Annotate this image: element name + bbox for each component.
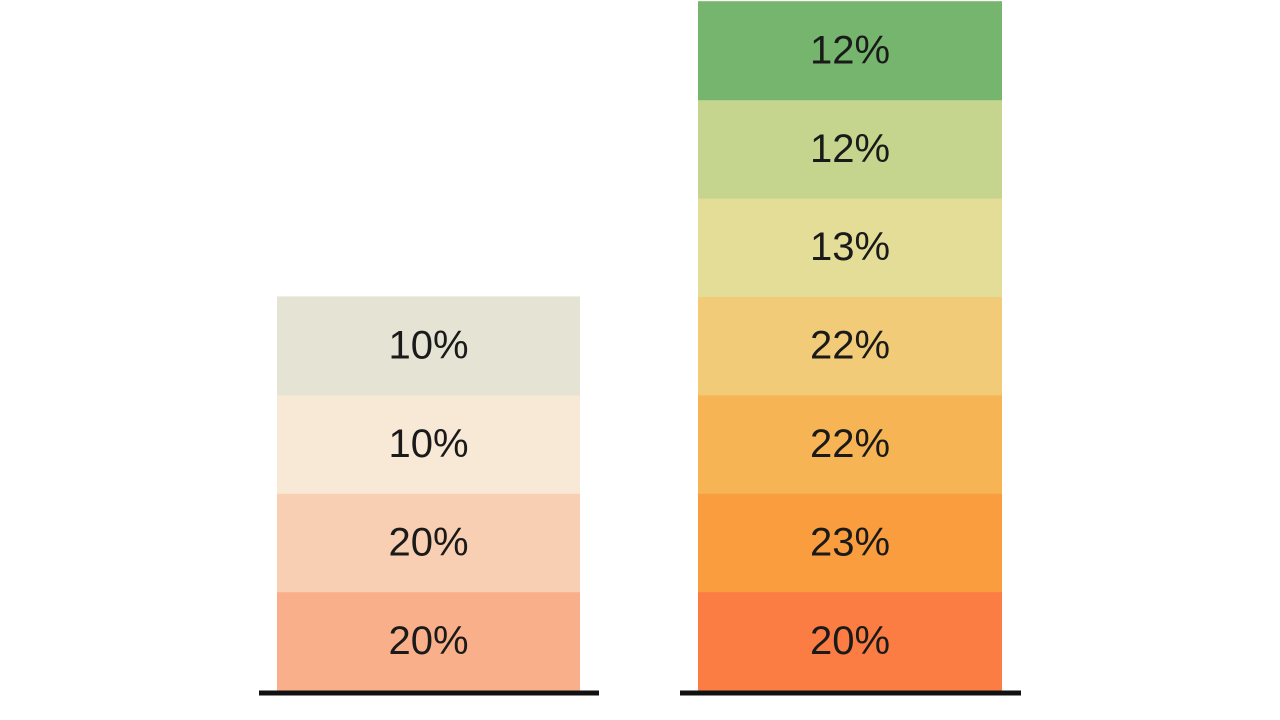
bar-2-segment-5 (698, 198, 1002, 297)
bar-2-segment-4-label: 22% (810, 324, 890, 368)
bar-1: 20% 20% 10% 10% (277, 296, 580, 691)
bar-2-segment-6-label: 12% (810, 127, 890, 171)
bar-2: 20% 23% 22% 22% 13% 12% 12% (698, 1, 1002, 691)
bar-2-segment-7-label: 12% (810, 28, 890, 72)
bar-2-segment-1-label: 20% (810, 619, 890, 663)
bar-1-segment-1 (277, 591, 580, 691)
bar-2-segment-2-label: 23% (810, 520, 890, 564)
bar-2-segment-2 (698, 493, 1002, 593)
bar-2-segment-3 (698, 394, 1002, 494)
bar-2-segment-7 (698, 1, 1002, 101)
bar-1-segment-2-label: 20% (388, 520, 468, 564)
bar-2-segment-3-label: 22% (810, 422, 890, 466)
bar-1-segment-2 (277, 493, 580, 593)
bar-1-segment-1-label: 20% (388, 619, 468, 663)
bar-1-segment-4-label: 10% (388, 324, 468, 368)
bar-2-segment-4 (698, 296, 1002, 396)
bar-2-segment-6 (698, 99, 1002, 199)
bar-2-segment-1 (698, 591, 1002, 691)
bar-1-segment-3-label: 10% (388, 422, 468, 466)
bar-2-segment-5-label: 13% (810, 225, 890, 269)
bar-1-segment-4 (277, 296, 580, 396)
bar-1-segment-3 (277, 394, 580, 494)
